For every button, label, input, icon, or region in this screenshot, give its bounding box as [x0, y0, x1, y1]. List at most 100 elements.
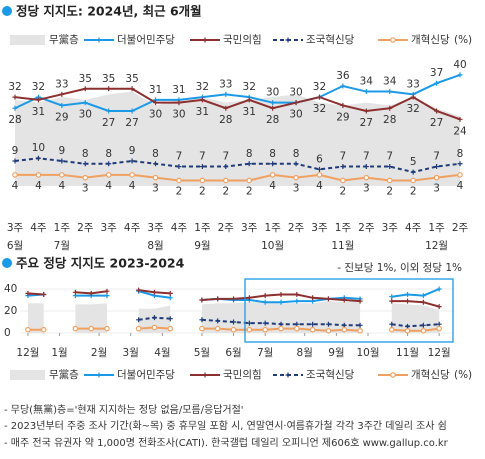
- point: [202, 372, 208, 378]
- value-label: 32: [32, 81, 45, 93]
- point: [41, 292, 47, 297]
- value-label: 4: [316, 180, 323, 192]
- x-tick-label: 12월: [428, 347, 451, 359]
- point: [386, 177, 393, 184]
- value-label: 32: [406, 103, 419, 115]
- value-label: 27: [360, 117, 373, 129]
- x-month-label: 6월: [7, 240, 23, 252]
- legend-label: 조국혁신당: [306, 369, 355, 381]
- value-label: 35: [79, 73, 92, 85]
- x-month-label: 10월: [261, 240, 284, 252]
- point: [12, 172, 18, 178]
- value-label: 4: [35, 180, 42, 192]
- point: [246, 295, 252, 301]
- point: [341, 326, 348, 333]
- point: [389, 298, 395, 304]
- value-label: 7: [176, 151, 183, 163]
- point: [223, 105, 229, 111]
- value-label: 7: [433, 151, 440, 163]
- point: [96, 37, 102, 43]
- x-tick-label: 3주: [147, 222, 164, 234]
- x-tick-label: 2주: [77, 222, 94, 234]
- point: [167, 290, 173, 296]
- value-label: 3: [363, 183, 370, 195]
- point: [135, 325, 142, 332]
- point: [59, 172, 65, 178]
- value-label: 28: [383, 114, 396, 126]
- value-label: 31: [149, 84, 162, 96]
- point: [96, 372, 102, 378]
- point: [199, 164, 205, 170]
- point: [310, 321, 316, 327]
- value-label: 2: [246, 185, 253, 197]
- point: [59, 102, 65, 108]
- footnote: - 무당(無黨)층='현재 지지하는 정당 없음/모름/응답거절': [4, 403, 244, 416]
- point: [167, 325, 174, 332]
- y-tick-label: 0: [4, 327, 11, 339]
- value-label: 2: [176, 185, 183, 197]
- point: [262, 320, 268, 326]
- legend-label: 개혁신당: [411, 369, 450, 381]
- point: [106, 108, 112, 114]
- point: [199, 317, 205, 323]
- value-label: 33: [55, 78, 68, 90]
- y-tick-label: 40: [4, 283, 17, 295]
- point: [82, 86, 88, 92]
- value-label: 3: [433, 183, 440, 195]
- point: [293, 100, 299, 106]
- point: [25, 290, 31, 296]
- legend-label: 더불어민주당: [117, 34, 175, 46]
- value-label: 28: [8, 114, 21, 126]
- legend-unit: (%): [454, 369, 472, 381]
- x-tick-label: 2주: [452, 222, 469, 234]
- title-icon: [2, 258, 12, 268]
- point: [270, 105, 276, 111]
- value-label: 35: [125, 73, 138, 85]
- legend-label: 국민의힘: [223, 34, 262, 46]
- value-label: 31: [243, 106, 256, 118]
- point: [278, 325, 284, 332]
- x-tick-label: 3주: [311, 222, 328, 234]
- x-tick-label: 2월: [91, 347, 107, 359]
- point: [136, 287, 142, 293]
- x-tick-label: 12월: [16, 347, 39, 359]
- point: [357, 322, 363, 328]
- legend-label: 개혁신당: [411, 34, 450, 46]
- legend-unit: (%): [454, 34, 472, 46]
- point: [340, 164, 346, 170]
- point: [59, 158, 65, 164]
- value-label: 4: [457, 180, 464, 192]
- value-label: 8: [293, 148, 300, 160]
- point: [152, 174, 159, 181]
- point: [293, 174, 299, 181]
- point: [457, 72, 463, 78]
- point: [104, 325, 110, 332]
- point: [434, 80, 440, 86]
- value-label: 30: [172, 109, 185, 121]
- x-tick-label: 2주: [218, 222, 235, 234]
- line: [14, 87, 461, 121]
- point: [82, 174, 89, 181]
- point: [389, 294, 395, 300]
- value-label: 34: [360, 76, 374, 88]
- point: [436, 286, 442, 292]
- point: [35, 172, 42, 178]
- point: [222, 177, 229, 184]
- point: [167, 295, 173, 301]
- point: [420, 322, 426, 328]
- point: [363, 174, 370, 181]
- value-label: 8: [152, 148, 159, 160]
- value-label: 34: [383, 76, 397, 88]
- x-tick-label: 4월: [154, 347, 170, 359]
- point: [215, 296, 221, 302]
- point: [325, 296, 331, 302]
- value-label: 24: [453, 125, 467, 137]
- x-month-label: 12월: [425, 240, 448, 252]
- point: [436, 325, 442, 332]
- value-label: 2: [386, 185, 393, 197]
- point: [202, 37, 208, 43]
- point: [223, 164, 229, 170]
- value-label: 8: [105, 148, 112, 160]
- point: [25, 326, 31, 333]
- point: [316, 94, 322, 100]
